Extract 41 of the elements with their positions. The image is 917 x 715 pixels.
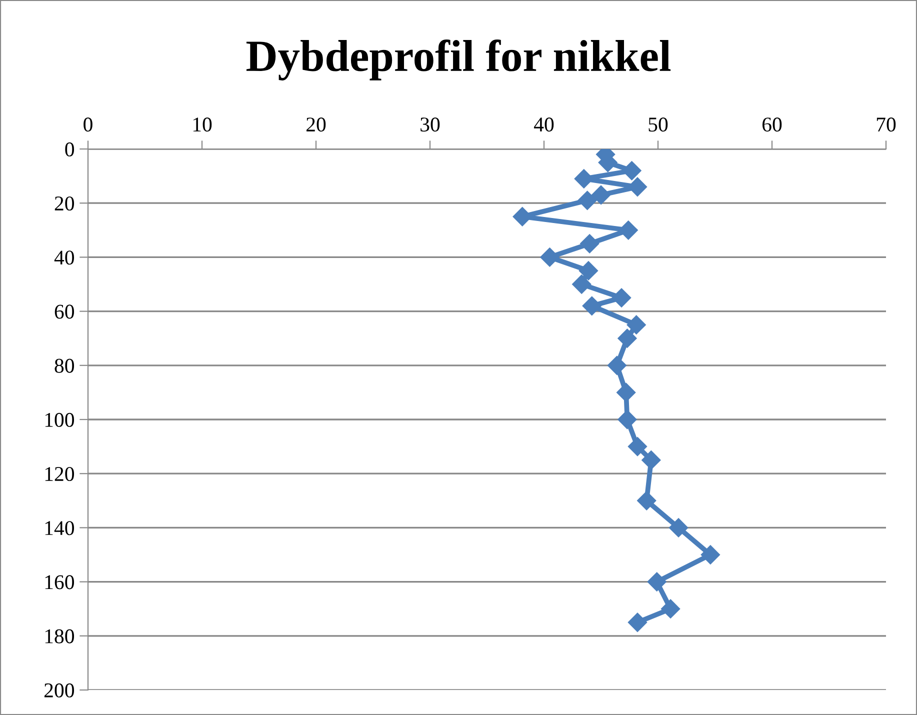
point	[642, 450, 661, 470]
point	[582, 296, 602, 316]
y-tick-label: 20	[54, 196, 74, 211]
point	[628, 612, 648, 632]
y-tick-label: 100	[45, 412, 74, 427]
x-tick-label: 40	[534, 118, 554, 132]
point	[578, 261, 598, 280]
point	[616, 382, 636, 402]
y-tick-label: 0	[65, 142, 74, 156]
point	[618, 410, 637, 430]
point	[572, 274, 592, 294]
y-tick-label: 140	[45, 521, 74, 536]
point	[647, 572, 666, 592]
point	[540, 248, 560, 267]
y-tick-label: 180	[45, 629, 74, 644]
point	[637, 491, 656, 510]
y-tick-label: 120	[45, 466, 74, 482]
x-tick-label: 30	[420, 118, 440, 132]
x-tick-label: 0	[84, 118, 92, 132]
y-tick-label: 200	[44, 683, 74, 698]
x-tick-label: 10	[193, 118, 212, 132]
point	[578, 190, 597, 210]
y-tick-label: 60	[54, 304, 74, 319]
y-tick-label: 160	[45, 575, 74, 590]
y-tick-label: 80	[54, 358, 74, 373]
x-tick-label: 50	[648, 118, 668, 132]
point	[612, 288, 632, 308]
point	[628, 437, 648, 456]
point	[607, 356, 626, 375]
point	[626, 315, 646, 334]
point	[661, 599, 680, 618]
x-tick-label: 60	[762, 118, 782, 132]
point	[700, 545, 720, 564]
chart-title: Dybdeprofil for nikkel	[246, 40, 671, 80]
x-tick-label: 70	[876, 118, 896, 132]
x-tick-label: 20	[306, 118, 326, 132]
point	[668, 518, 688, 538]
point	[580, 234, 600, 254]
y-tick-label: 40	[54, 250, 74, 265]
point	[618, 328, 637, 348]
point	[591, 185, 611, 205]
